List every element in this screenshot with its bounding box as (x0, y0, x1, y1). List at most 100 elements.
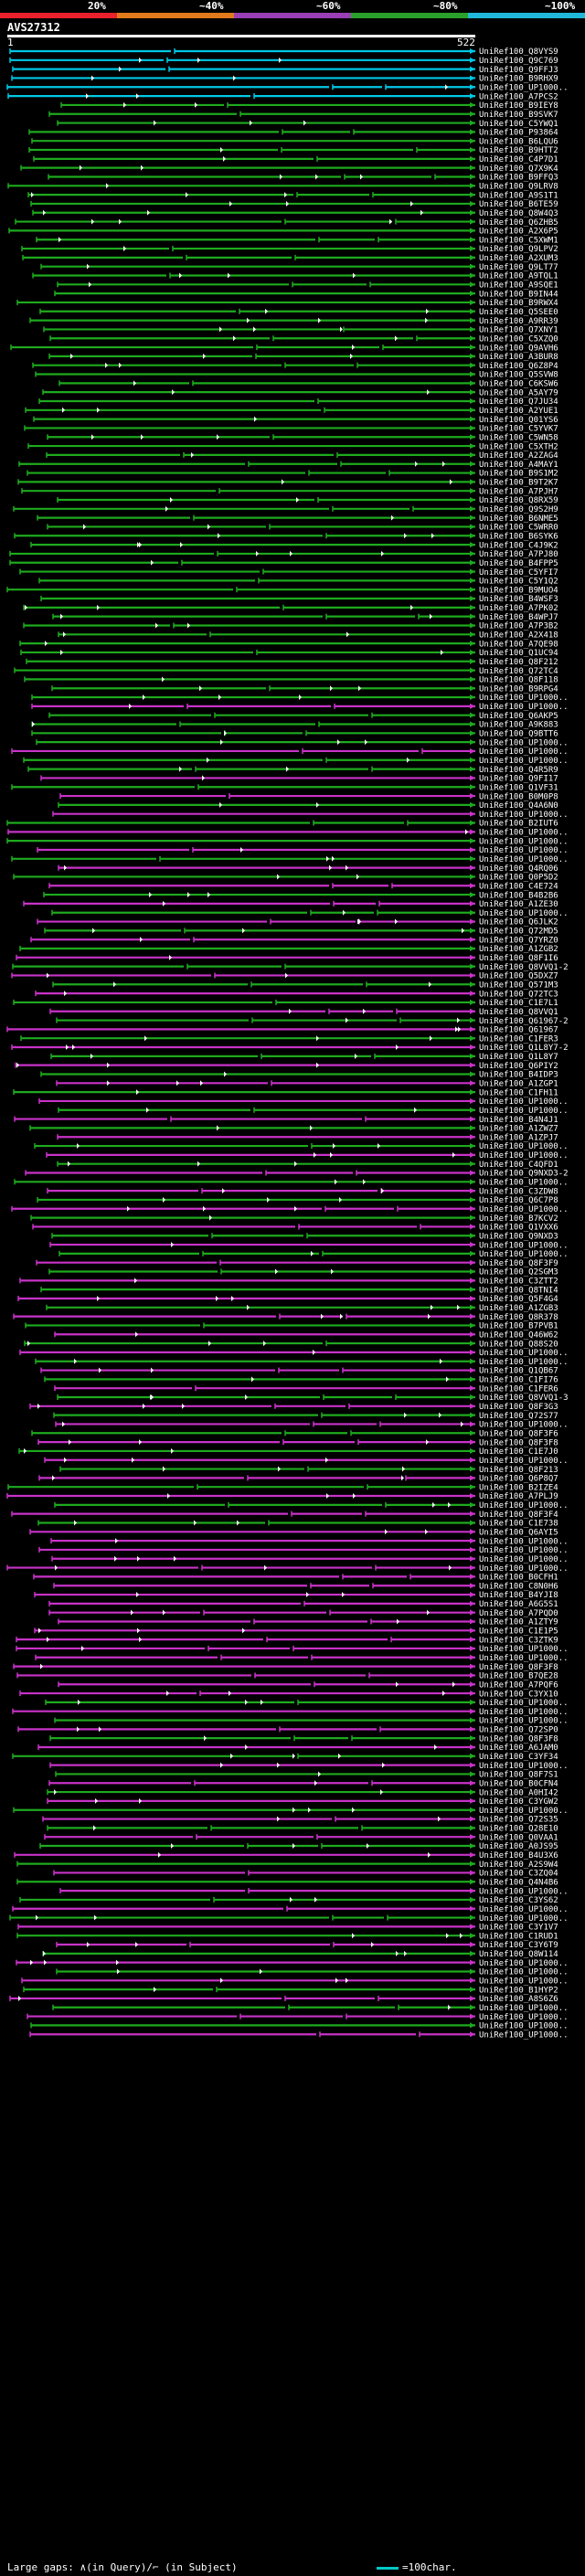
hit-end-arrow (470, 900, 475, 906)
hit-id-label: UniRef100_UP1000.. (479, 2022, 569, 2031)
gap-marker (445, 84, 448, 90)
hit-end-arrow (470, 1071, 475, 1077)
hit-row: UniRef100_Q8F1I6 (16, 954, 558, 963)
gap-marker (367, 1843, 369, 1849)
gap-marker (426, 308, 429, 314)
hit-end-arrow (470, 48, 475, 54)
hit-id-label: UniRef100_Q8F3F6 (479, 1429, 558, 1438)
gap-marker (449, 1564, 452, 1571)
hit-id-label: UniRef100_C4P7D1 (479, 155, 558, 164)
hit-row: UniRef100_UP1000.. (13, 1807, 569, 1816)
gap-marker (117, 1968, 120, 1975)
gap-marker (136, 93, 139, 100)
hit-end-arrow (470, 1134, 475, 1140)
gap-marker (143, 1403, 145, 1409)
hit-row: UniRef100_Q72TC4 (14, 667, 558, 676)
gap-marker (329, 864, 332, 871)
gap-marker (380, 1789, 383, 1796)
hit-row: UniRef100_Q72TC3 (35, 990, 558, 999)
hit-end-arrow (470, 801, 475, 808)
hit-row: UniRef100_UP1000.. (38, 1546, 569, 1555)
hit-end-arrow (470, 829, 475, 835)
hit-end-arrow (470, 1618, 475, 1625)
gap-marker (202, 775, 205, 781)
hit-id-label: UniRef100_UP1000.. (479, 1645, 569, 1654)
hit-id-label: UniRef100_Q8F3F9 (479, 1259, 558, 1268)
gap-marker (245, 1699, 248, 1705)
hit-row: UniRef100_Q72S35 (42, 1816, 558, 1825)
hit-id-label: UniRef100_UP1000.. (479, 837, 569, 846)
gap-marker (247, 317, 250, 323)
gap-marker (292, 1753, 295, 1759)
hit-row: UniRef100_Q9NXD3 (51, 1232, 558, 1241)
hit-id-label: UniRef100_C3YF34 (479, 1753, 558, 1762)
hit-id-label: UniRef100_UP1000.. (479, 1807, 569, 1816)
gap-marker (396, 1044, 399, 1051)
hit-row: UniRef100_B4FPP5 (9, 559, 558, 568)
hit-end-arrow (470, 2004, 475, 2010)
hit-row: UniRef100_B9IN44 (54, 290, 558, 299)
gap-marker (321, 1313, 324, 1320)
query-end: 522 (457, 37, 475, 48)
hit-end-arrow (470, 488, 475, 494)
hit-end-arrow (470, 1268, 475, 1275)
hit-end-arrow (470, 811, 475, 817)
gap-marker (264, 1564, 267, 1571)
gap-marker (339, 1196, 342, 1203)
hit-end-arrow (470, 1035, 475, 1042)
query-id: AVS27312 (7, 21, 60, 34)
hit-end-arrow (470, 1672, 475, 1679)
hit-row: UniRef100_Q8VYS9 (9, 48, 558, 57)
hit-id-label: UniRef100_UP1000.. (479, 1905, 569, 1914)
gap-marker (204, 1735, 207, 1742)
gap-marker (325, 1457, 328, 1463)
gap-marker (137, 1555, 140, 1562)
hit-row: UniRef100_P93864 (28, 129, 558, 138)
hit-id-label: UniRef100_C4J9K2 (479, 541, 558, 550)
hit-row: UniRef100_UP1000.. (49, 1762, 569, 1771)
gap-marker (143, 694, 145, 701)
hit-id-label: UniRef100_UP1000.. (479, 1717, 569, 1726)
hit-row: UniRef100_UP1000.. (45, 1699, 569, 1708)
gap-marker (222, 1188, 225, 1194)
hit-row: UniRef100_A2X418 (58, 631, 558, 641)
hit-row: UniRef100_A2X6P5 (8, 228, 558, 237)
hit-id-label: UniRef100_A7PLJ9 (479, 1492, 558, 1501)
gap-marker (245, 1394, 248, 1400)
gap-marker (64, 864, 67, 871)
hit-row: UniRef100_UP1000.. (51, 1555, 569, 1564)
hit-id-label: UniRef100_C3ZTT2 (479, 1277, 558, 1287)
gap-marker (135, 1942, 138, 1948)
hit-end-arrow (470, 1942, 475, 1948)
gap-marker (357, 918, 360, 925)
hit-row: UniRef100_Q8W4Q3 (32, 209, 558, 218)
hit-end-arrow (470, 1358, 475, 1364)
hit-id-label: UniRef100_UP1000.. (479, 1699, 569, 1708)
hit-end-arrow (470, 1421, 475, 1427)
hit-id-label: UniRef100_C8N0H6 (479, 1582, 558, 1591)
hit-id-label: UniRef100_UP1000.. (479, 1959, 569, 1968)
hit-end-arrow (470, 1735, 475, 1742)
hit-row: UniRef100_Q1VF31 (11, 783, 558, 792)
hit-end-arrow (470, 1125, 475, 1131)
gap-marker (197, 57, 200, 63)
hit-id-label: UniRef100_C5XTH2 (479, 442, 558, 451)
hit-end-arrow (470, 1753, 475, 1759)
gap-marker (314, 1896, 317, 1903)
gap-marker (43, 1950, 46, 1956)
hit-row: UniRef100_A2YUE1 (25, 407, 558, 416)
hit-id-label: UniRef100_Q72MD5 (479, 928, 558, 937)
hit-id-label: UniRef100_Q571M3 (479, 981, 558, 990)
hit-end-arrow (470, 505, 475, 512)
hit-row: UniRef100_UP1000.. (12, 1905, 569, 1914)
hit-id-label: UniRef100_A7PQD0 (479, 1609, 558, 1618)
hit-id-label: UniRef100_Q4N4B6 (479, 1878, 558, 1887)
gap-marker (415, 461, 418, 467)
hit-row: UniRef100_Q72MD5 (44, 928, 558, 937)
hit-end-arrow (470, 631, 475, 638)
hit-row: UniRef100_C1FER3 (20, 1034, 558, 1044)
gap-marker (465, 829, 468, 835)
hit-end-arrow (470, 291, 475, 297)
gap-marker (144, 1035, 147, 1042)
hit-id-label: UniRef100_C1E7L1 (479, 999, 558, 1008)
